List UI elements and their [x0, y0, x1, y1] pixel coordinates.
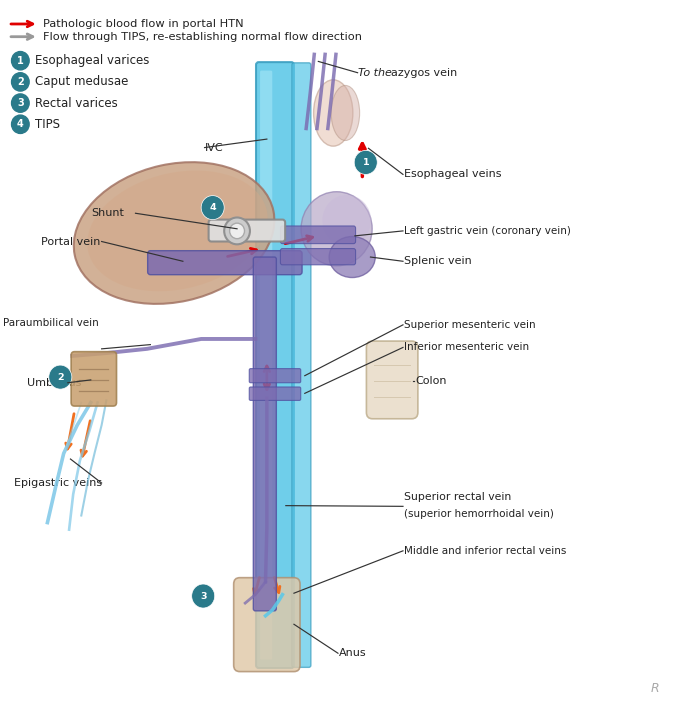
Text: Inferior mesenteric vein: Inferior mesenteric vein	[405, 342, 530, 352]
FancyBboxPatch shape	[280, 226, 356, 244]
Text: 3: 3	[17, 98, 24, 108]
Circle shape	[354, 150, 377, 174]
Text: Umbilicus: Umbilicus	[27, 378, 82, 388]
FancyBboxPatch shape	[280, 249, 356, 264]
Text: Pathologic blood flow in portal HTN: Pathologic blood flow in portal HTN	[44, 19, 244, 29]
FancyBboxPatch shape	[292, 63, 311, 667]
Circle shape	[230, 223, 245, 239]
Text: Esophageal veins: Esophageal veins	[405, 169, 502, 179]
Text: 3: 3	[200, 591, 207, 601]
Circle shape	[224, 218, 250, 245]
Text: Middle and inferior rectal veins: Middle and inferior rectal veins	[405, 546, 566, 556]
Text: (superior hemorrhoidal vein): (superior hemorrhoidal vein)	[405, 509, 554, 519]
Text: 4: 4	[209, 203, 216, 212]
FancyBboxPatch shape	[250, 387, 301, 401]
Ellipse shape	[329, 237, 375, 277]
FancyBboxPatch shape	[254, 257, 276, 611]
Ellipse shape	[73, 162, 275, 304]
Ellipse shape	[322, 195, 371, 246]
Text: 1: 1	[17, 56, 24, 66]
Circle shape	[49, 365, 72, 389]
Text: Anus: Anus	[339, 648, 367, 658]
Text: 2: 2	[57, 373, 64, 381]
FancyBboxPatch shape	[256, 62, 294, 668]
Text: Splenic vein: Splenic vein	[405, 256, 472, 267]
Text: Caput medusae: Caput medusae	[35, 75, 129, 89]
Text: Rectal varices: Rectal varices	[35, 96, 118, 110]
Text: 4: 4	[17, 119, 24, 129]
Circle shape	[192, 584, 215, 608]
FancyBboxPatch shape	[71, 352, 116, 406]
Ellipse shape	[331, 85, 360, 140]
Ellipse shape	[87, 171, 268, 291]
Ellipse shape	[313, 80, 353, 146]
Text: Portal vein: Portal vein	[41, 237, 100, 247]
Ellipse shape	[301, 191, 372, 266]
Text: R: R	[651, 682, 660, 695]
Text: Epigastric veins: Epigastric veins	[14, 478, 102, 488]
Circle shape	[12, 115, 29, 133]
Text: Esophageal varices: Esophageal varices	[35, 54, 150, 67]
Text: IVC: IVC	[205, 143, 223, 152]
Text: Flow through TIPS, re-establishing normal flow direction: Flow through TIPS, re-establishing norma…	[44, 32, 362, 42]
FancyBboxPatch shape	[234, 578, 300, 671]
Circle shape	[12, 94, 29, 112]
FancyBboxPatch shape	[367, 341, 418, 419]
Text: 2: 2	[17, 77, 24, 87]
Text: Colon: Colon	[416, 376, 447, 386]
Text: 1: 1	[362, 158, 369, 167]
Circle shape	[12, 73, 29, 91]
Text: Shunt: Shunt	[91, 208, 124, 218]
Text: Paraumbilical vein: Paraumbilical vein	[3, 318, 99, 328]
Text: TIPS: TIPS	[35, 118, 61, 130]
Circle shape	[201, 196, 224, 220]
Text: Superior mesenteric vein: Superior mesenteric vein	[405, 320, 536, 330]
Text: To the: To the	[358, 68, 392, 78]
FancyBboxPatch shape	[209, 220, 285, 242]
FancyBboxPatch shape	[148, 251, 302, 274]
Circle shape	[12, 52, 29, 70]
Text: azygos vein: azygos vein	[391, 68, 457, 78]
FancyBboxPatch shape	[260, 71, 272, 659]
Text: Left gastric vein (coronary vein): Left gastric vein (coronary vein)	[405, 226, 571, 236]
Text: Superior rectal vein: Superior rectal vein	[405, 492, 511, 502]
FancyBboxPatch shape	[250, 369, 301, 383]
